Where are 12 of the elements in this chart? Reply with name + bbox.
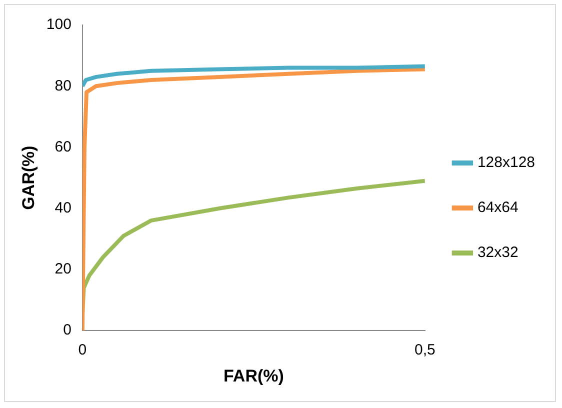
y-tick-label: 40 <box>54 200 72 216</box>
x-axis-title: FAR(%) <box>223 366 284 386</box>
x-tick-label: 0,5 <box>414 342 436 359</box>
legend-label: 128x128 <box>477 154 536 172</box>
legend-label: 32x32 <box>477 244 518 262</box>
y-axis-title: GAR(%) <box>18 146 38 210</box>
y-tick-label: 80 <box>54 77 72 94</box>
y-tick-label: 100 <box>46 16 72 34</box>
y-tick-label: 60 <box>54 138 72 156</box>
y-tick-label: 20 <box>54 260 72 278</box>
legend-label: 64x64 <box>477 199 518 216</box>
y-tick-label: 0 <box>63 322 72 339</box>
